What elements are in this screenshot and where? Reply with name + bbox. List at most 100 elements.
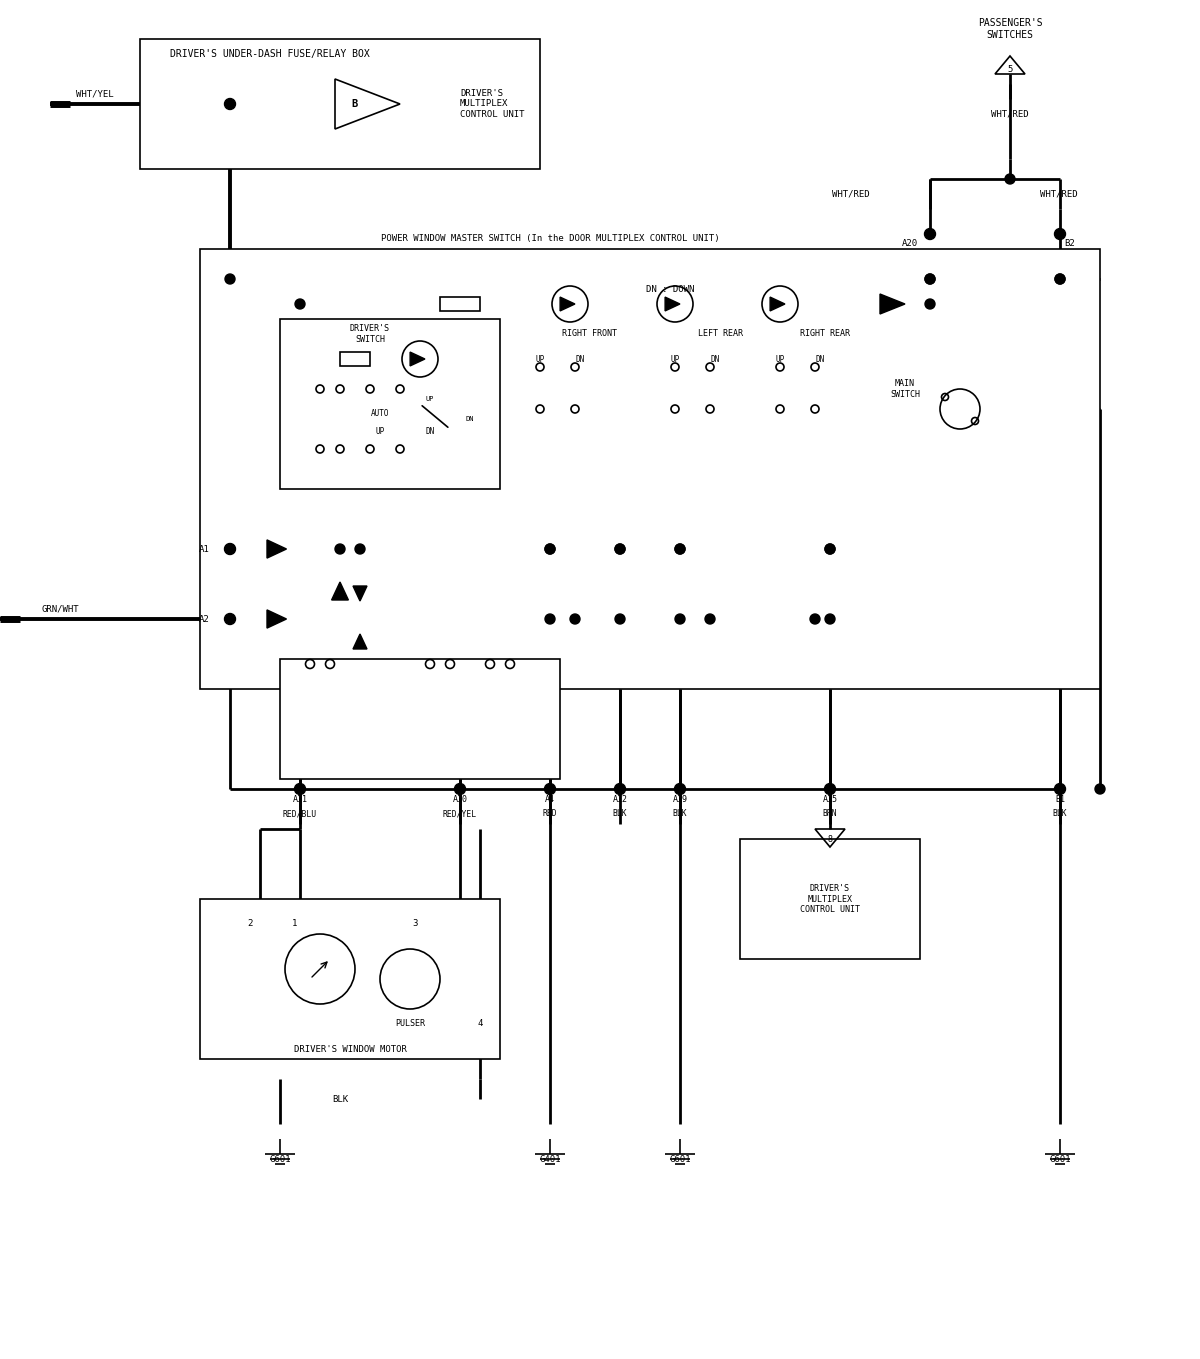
- Circle shape: [545, 784, 556, 795]
- Circle shape: [226, 275, 235, 284]
- Polygon shape: [353, 586, 367, 601]
- Circle shape: [674, 784, 685, 795]
- Text: A2: A2: [199, 614, 210, 624]
- Text: 1: 1: [293, 920, 298, 928]
- Circle shape: [616, 544, 625, 554]
- Text: BLK: BLK: [1052, 810, 1067, 818]
- Text: G601: G601: [1049, 1155, 1070, 1163]
- Text: UP: UP: [775, 355, 785, 363]
- Polygon shape: [560, 298, 575, 311]
- Text: G401: G401: [539, 1155, 560, 1163]
- Circle shape: [226, 544, 235, 554]
- Circle shape: [1055, 275, 1066, 284]
- Polygon shape: [880, 294, 905, 314]
- Text: LEFT REAR: LEFT REAR: [697, 329, 743, 338]
- Circle shape: [335, 544, 346, 554]
- Circle shape: [826, 544, 835, 554]
- Bar: [280, 659, 560, 779]
- Text: G601: G601: [269, 1155, 290, 1163]
- Text: DN: DN: [575, 355, 584, 363]
- Circle shape: [826, 614, 835, 624]
- Polygon shape: [770, 298, 785, 311]
- Circle shape: [355, 544, 365, 554]
- Text: WHT/RED: WHT/RED: [1040, 189, 1078, 198]
- Circle shape: [616, 544, 625, 554]
- Circle shape: [674, 544, 685, 554]
- Circle shape: [614, 784, 625, 795]
- Bar: [200, 900, 500, 1059]
- Bar: [340, 352, 370, 366]
- Circle shape: [925, 275, 935, 284]
- Text: BLK: BLK: [673, 810, 688, 818]
- Text: B2: B2: [1064, 239, 1075, 249]
- Text: B: B: [352, 99, 358, 109]
- Text: POWER WINDOW MASTER SWITCH (In the DOOR MULTIPLEX CONTROL UNIT): POWER WINDOW MASTER SWITCH (In the DOOR …: [380, 235, 719, 243]
- Polygon shape: [331, 582, 348, 601]
- Text: DN : DOWN: DN : DOWN: [646, 284, 694, 294]
- Text: MAIN
SWITCH: MAIN SWITCH: [890, 379, 920, 398]
- Text: A20: A20: [902, 239, 918, 249]
- Text: GRN/WHT: GRN/WHT: [41, 605, 79, 613]
- Text: AUTO: AUTO: [371, 409, 389, 419]
- Text: DRIVER'S WINDOW MOTOR: DRIVER'S WINDOW MOTOR: [294, 1045, 407, 1053]
- Text: DN: DN: [815, 355, 824, 363]
- Circle shape: [224, 98, 235, 110]
- Text: UP: UP: [426, 395, 434, 402]
- Circle shape: [1006, 174, 1015, 183]
- Text: 8: 8: [828, 834, 833, 844]
- Text: UP: UP: [376, 427, 385, 435]
- Bar: [200, 249, 1100, 689]
- Circle shape: [824, 784, 835, 795]
- Text: A12: A12: [612, 795, 628, 803]
- Text: RIGHT FRONT: RIGHT FRONT: [563, 329, 618, 338]
- Circle shape: [810, 614, 820, 624]
- Circle shape: [224, 613, 235, 625]
- Circle shape: [925, 275, 935, 284]
- Circle shape: [826, 544, 835, 554]
- Text: DRIVER'S
SWITCH: DRIVER'S SWITCH: [350, 325, 390, 344]
- Text: DN: DN: [466, 416, 474, 423]
- Text: RED/YEL: RED/YEL: [443, 810, 478, 818]
- Text: B1: B1: [1055, 795, 1066, 803]
- Text: 3: 3: [413, 920, 418, 928]
- Text: A15: A15: [822, 795, 838, 803]
- Text: DN: DN: [710, 355, 720, 363]
- Circle shape: [294, 784, 306, 795]
- Circle shape: [924, 228, 936, 239]
- Circle shape: [1055, 784, 1066, 795]
- Circle shape: [570, 614, 580, 624]
- Circle shape: [224, 544, 235, 554]
- Bar: [740, 839, 920, 959]
- Polygon shape: [266, 540, 287, 559]
- Text: WHT/RED: WHT/RED: [833, 189, 870, 198]
- Circle shape: [1096, 784, 1105, 794]
- Text: RIGHT REAR: RIGHT REAR: [800, 329, 850, 338]
- Text: A11: A11: [293, 795, 307, 803]
- Circle shape: [545, 544, 554, 554]
- Text: BRN: BRN: [823, 810, 838, 818]
- Text: UP: UP: [671, 355, 679, 363]
- Circle shape: [706, 614, 715, 624]
- Text: BLK: BLK: [332, 1094, 348, 1104]
- Text: RED/BLU: RED/BLU: [283, 810, 317, 818]
- Text: WHT/RED: WHT/RED: [991, 110, 1028, 118]
- Text: WHT/YEL: WHT/YEL: [210, 254, 247, 264]
- Text: BLK: BLK: [613, 810, 628, 818]
- Bar: [440, 298, 480, 311]
- Circle shape: [545, 544, 554, 554]
- Circle shape: [455, 784, 466, 795]
- Text: DRIVER'S UNDER-DASH FUSE/RELAY BOX: DRIVER'S UNDER-DASH FUSE/RELAY BOX: [170, 49, 370, 58]
- Text: DN: DN: [425, 427, 434, 435]
- Text: DRIVER'S
MULTIPLEX
CONTROL UNIT: DRIVER'S MULTIPLEX CONTROL UNIT: [800, 885, 860, 913]
- Polygon shape: [353, 635, 367, 650]
- Text: A4: A4: [545, 795, 554, 803]
- Circle shape: [616, 614, 625, 624]
- Text: WHT/YEL: WHT/YEL: [76, 90, 114, 98]
- Text: A10: A10: [452, 795, 468, 803]
- Circle shape: [1055, 275, 1066, 284]
- Text: 4: 4: [478, 1019, 482, 1029]
- Text: UP: UP: [535, 355, 545, 363]
- Circle shape: [925, 299, 935, 308]
- Text: PULSER: PULSER: [395, 1019, 425, 1029]
- Text: G601: G601: [670, 1155, 691, 1163]
